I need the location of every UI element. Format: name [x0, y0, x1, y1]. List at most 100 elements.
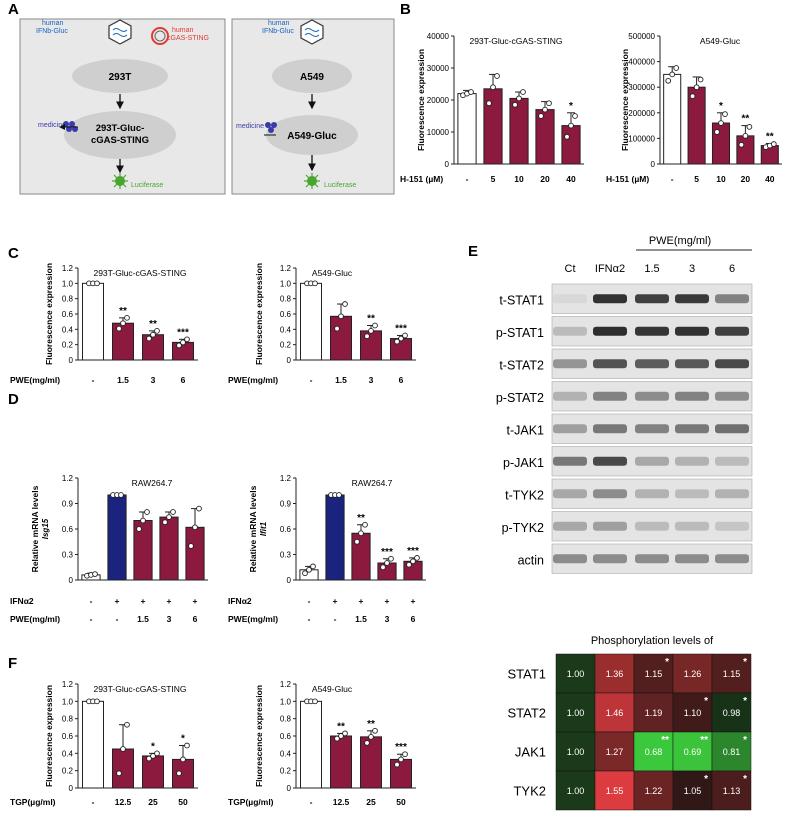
data-point	[738, 141, 745, 148]
data-point	[192, 524, 198, 531]
data-point	[693, 84, 700, 91]
sr-plasmid1-line1: human	[268, 20, 290, 27]
data-point	[166, 514, 172, 520]
y-tick-label: 1.0	[280, 279, 292, 288]
x-axis-label: PWE(mg/ml)	[228, 375, 278, 385]
significance-mark: **	[357, 513, 365, 524]
sl-luciferase-label: Luciferase	[131, 182, 163, 189]
data-point	[146, 335, 152, 342]
data-point	[338, 733, 344, 739]
data-point	[673, 65, 680, 71]
blot-band	[553, 359, 587, 369]
chart-title: RAW264.7	[132, 478, 173, 488]
heatmap-cell-value: 1.13	[723, 786, 741, 796]
data-point	[398, 335, 404, 342]
bar	[330, 735, 352, 789]
x-tick-label: 1.5	[335, 375, 347, 385]
sr-cell-ellipse	[272, 59, 352, 93]
heatmap-cell-value: 1.27	[606, 747, 624, 757]
panel-letter-a: A	[8, 1, 19, 18]
data-point	[338, 313, 344, 320]
data-point	[334, 735, 340, 742]
blot-band	[715, 294, 749, 304]
y-tick-label: 1.2	[62, 264, 74, 273]
x-axis-label-2: PWE(mg/ml)	[10, 614, 60, 624]
significance-mark: **	[119, 306, 127, 317]
data-point	[334, 325, 340, 332]
data-point	[714, 129, 720, 135]
y-tick-label: 1.2	[280, 474, 292, 483]
y-tick-label: 10000	[427, 128, 450, 137]
blot-band	[715, 489, 749, 499]
y-axis-label: Fluorescence expression	[44, 263, 54, 365]
panel-letter-c: C	[8, 245, 19, 262]
chart-title: A549-Gluc	[312, 268, 353, 278]
sr-plasmid1-line2: IFNb-Gluc	[262, 28, 294, 35]
sr-luciferase-label: Luciferase	[324, 182, 356, 189]
x-tick-label: 6	[399, 375, 404, 385]
bar	[159, 516, 179, 581]
x-axis-label: H-151 (µM)	[400, 174, 443, 184]
luciferase-icon	[112, 173, 128, 189]
data-point	[120, 746, 126, 752]
bar	[185, 526, 205, 581]
y-tick-label: 0.8	[62, 295, 74, 304]
x-axis-label: IFNα2	[228, 596, 252, 606]
x-tick-label: -	[671, 174, 674, 184]
blot-lane-label: IFNα2	[595, 263, 625, 275]
y-tick-label: 1.2	[62, 474, 74, 483]
data-point	[302, 570, 308, 577]
data-point	[310, 563, 316, 570]
blot-band	[715, 521, 749, 531]
data-point	[184, 742, 190, 749]
y-tick-label: 0.4	[62, 749, 74, 758]
y-tick-label: 500000	[628, 32, 655, 41]
x-tick-label: 10	[514, 174, 524, 184]
y-tick-label: 0.2	[62, 767, 74, 776]
sl-product-line1: 293T-Gluc-	[96, 123, 145, 134]
heatmap-significance: *	[743, 657, 747, 668]
blot-band	[675, 424, 709, 434]
chart-title: RAW264.7	[352, 478, 393, 488]
heatmap-row-label: STAT1	[507, 667, 546, 682]
blot-band	[715, 359, 749, 369]
bar	[82, 282, 104, 361]
bar	[142, 755, 164, 789]
data-point	[546, 100, 552, 107]
heatmap-row-label: JAK1	[515, 745, 546, 760]
data-point	[144, 509, 150, 515]
heatmap-cell	[555, 692, 596, 733]
blot-group-label: PWE(mg/ml)	[649, 235, 711, 247]
x-tick-label: 6	[181, 375, 186, 385]
data-point	[516, 95, 522, 102]
blot-band	[715, 326, 749, 336]
x-tick-label: 20	[540, 174, 550, 184]
x-tick-label-2: 3	[385, 614, 390, 624]
blot-lane-label: 1.5	[644, 263, 659, 275]
heatmap-significance: *	[743, 774, 747, 785]
data-point	[384, 560, 390, 566]
medicine-icon	[265, 122, 277, 133]
data-point	[468, 89, 474, 95]
heatmap-significance: *	[704, 774, 708, 785]
data-point	[136, 526, 142, 532]
blot-band	[635, 456, 669, 466]
x-tick-label: +	[167, 596, 172, 606]
schematic-right: human IFNb-Gluc A549 A549-Gluc medicine …	[231, 18, 395, 195]
blot-lane-label: Ct	[565, 263, 576, 275]
blot-band	[635, 391, 669, 401]
data-point	[180, 756, 186, 763]
sl-cell-ellipse	[72, 59, 168, 93]
significance-mark: **	[742, 114, 750, 125]
y-tick-label: 0	[69, 784, 74, 793]
y-tick-label: 100000	[628, 134, 655, 143]
data-point	[746, 124, 753, 130]
heatmap-cell-value: 1.26	[684, 669, 702, 679]
data-point	[402, 751, 408, 758]
bar	[300, 282, 322, 361]
data-point	[306, 566, 312, 573]
blot-band	[635, 521, 669, 531]
sl-cell-label: 293T	[109, 72, 132, 83]
y-axis-label: Relative mRNA levels	[248, 485, 258, 572]
blot-band	[675, 554, 709, 564]
